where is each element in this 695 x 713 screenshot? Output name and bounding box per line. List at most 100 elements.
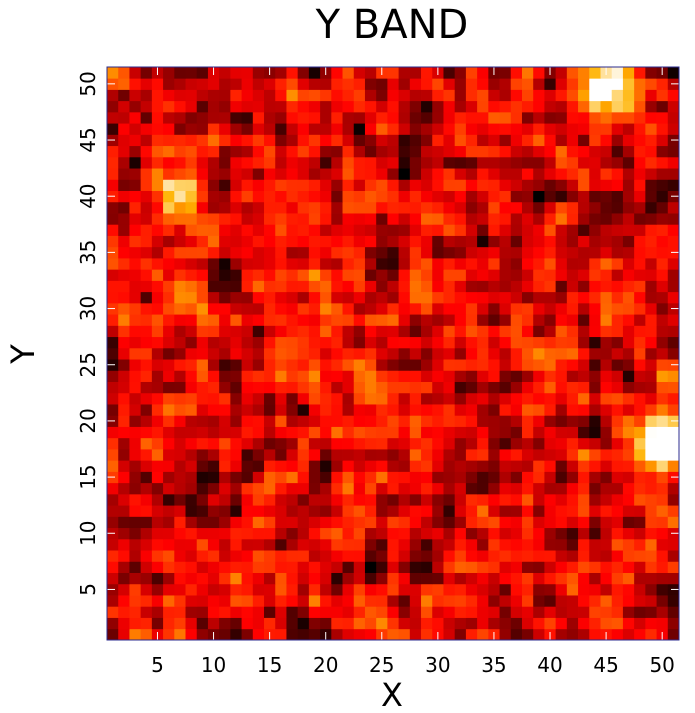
heatmap-cell [331,314,343,326]
heatmap-cell [421,235,433,248]
heatmap-cell [297,516,310,529]
heatmap-cell [443,67,456,79]
heatmap-cell [589,336,601,349]
heatmap-cell [275,415,287,427]
heatmap-cell [465,89,478,102]
heatmap-cell [465,78,478,90]
heatmap-cell [634,269,646,281]
heatmap-cell [174,269,186,281]
heatmap-cell [196,201,209,214]
heatmap-cell [342,392,355,405]
heatmap-cell [308,201,321,214]
heatmap-cell [331,572,343,585]
heatmap-cell [219,561,231,573]
heatmap-cell [353,505,366,517]
heatmap-cell [140,246,153,259]
heatmap-cell [151,134,164,147]
heatmap-cell [656,190,669,203]
heatmap-cell [589,67,601,79]
heatmap-cell [140,190,153,203]
heatmap-cell [241,134,254,147]
heatmap-cell [219,505,231,517]
heatmap-cell [510,449,523,461]
heatmap-cell [219,392,231,405]
heatmap-cell [521,359,534,371]
heatmap-cell [151,168,164,180]
heatmap-cell [331,527,343,540]
heatmap-cell [521,111,534,124]
heatmap-cell [499,437,512,450]
heatmap-cell [421,392,433,405]
heatmap-cell [555,246,568,259]
heatmap-cell [185,78,198,90]
heatmap-cell [622,493,635,506]
heatmap-cell [308,168,321,180]
heatmap-cell [264,404,276,416]
heatmap-cell [241,314,254,326]
heatmap-cell [645,493,657,506]
heatmap-cell [499,168,512,180]
heatmap-cell [645,561,657,573]
heatmap-cell [286,347,299,360]
heatmap-cell [297,572,310,585]
heatmap-cell [252,269,265,281]
heatmap-cell [241,100,254,113]
heatmap-cell [409,628,422,641]
heatmap-cell [533,179,545,191]
heatmap-cell [421,213,433,225]
heatmap-cell [409,190,422,203]
heatmap-cell [376,156,388,169]
heatmap-cell [432,572,444,585]
heatmap-cell [241,179,254,191]
heatmap-cell [353,168,366,180]
heatmap-cell [207,111,220,124]
heatmap-cell [163,572,175,585]
heatmap-cell [129,460,142,472]
heatmap-cell [477,404,489,416]
heatmap-cell [634,89,646,102]
heatmap-cell [510,381,523,394]
heatmap-cell [656,516,669,529]
heatmap-cell [264,291,276,304]
heatmap-cell [533,628,545,641]
heatmap-cell [129,314,142,326]
heatmap-cell [320,89,332,102]
heatmap-cell [432,538,444,551]
heatmap-cell [387,246,400,259]
heatmap-cell [488,595,500,607]
heatmap-cell [297,100,310,113]
heatmap-cell [510,550,523,562]
heatmap-cell [129,168,142,180]
heatmap-cell [297,561,310,573]
heatmap-cell [342,314,355,326]
heatmap-cell [320,235,332,248]
heatmap-cell [275,550,287,562]
heatmap-cell [443,471,456,484]
heatmap-cell [264,123,276,135]
heatmap-cell [488,89,500,102]
heatmap-cell [409,516,422,529]
heatmap-cell [264,100,276,113]
heatmap-cell [521,89,534,102]
heatmap-cell [342,291,355,304]
heatmap-cell [207,516,220,529]
heatmap-cell [432,100,444,113]
heatmap-cell [308,347,321,360]
heatmap-cell [477,628,489,641]
heatmap-cell [376,493,388,506]
heatmap-cell [331,67,343,79]
heatmap-cell [398,381,411,394]
heatmap-cell [477,336,489,349]
heatmap-cell [331,460,343,472]
heatmap-cell [566,370,579,382]
heatmap-cell [118,280,130,293]
heatmap-cell [118,426,130,439]
heatmap-cell [656,426,669,439]
heatmap-cell [634,359,646,371]
heatmap-cell [421,201,433,214]
heatmap-cell [252,493,265,506]
heatmap-cell [589,404,601,416]
heatmap-cell [544,89,557,102]
heatmap-cell [454,505,467,517]
heatmap-cell [163,179,175,191]
